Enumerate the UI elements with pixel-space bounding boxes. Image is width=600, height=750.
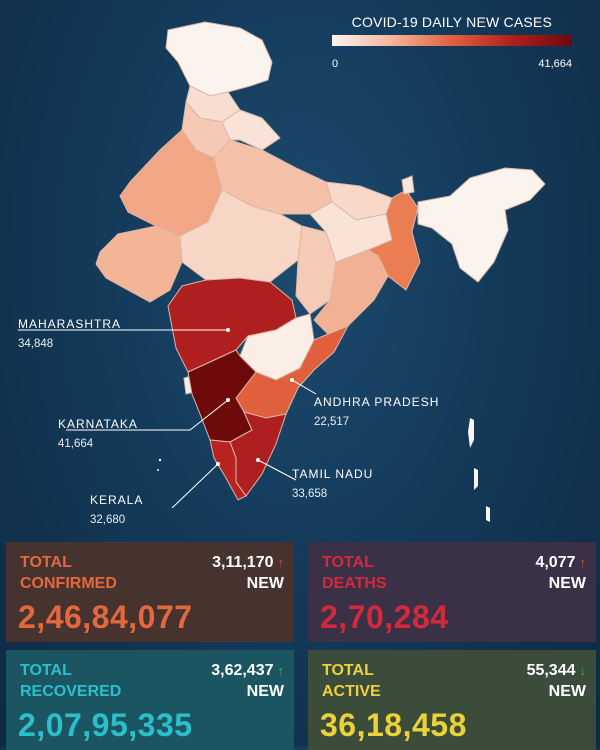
stat-panel-confirmed[interactable]: TOTAL CONFIRMED 3,11,170 ↑ NEW 2,46,84,07… bbox=[6, 542, 294, 642]
region-jammu-kashmir[interactable] bbox=[165, 21, 273, 97]
region-lakshadweep bbox=[158, 458, 162, 462]
stat-total: 2,07,95,335 bbox=[18, 707, 193, 743]
stat-panel-active[interactable]: TOTAL ACTIVE 55,344 ↓ NEW 36,18,458 bbox=[308, 650, 596, 750]
callout-value: 33,658 bbox=[292, 488, 328, 500]
stat-label-line1: TOTAL bbox=[322, 662, 374, 679]
stat-label: TOTAL CONFIRMED bbox=[20, 552, 160, 594]
stat-new: 4,077 ↑ NEW bbox=[535, 552, 586, 594]
callout-tamil-nadu: TAMIL NADU 33,658 bbox=[292, 464, 373, 504]
legend-title: COVID-19 DAILY NEW CASES bbox=[351, 14, 552, 30]
region-andaman-nicobar[interactable] bbox=[468, 418, 490, 522]
legend-color-scale bbox=[332, 35, 572, 46]
stat-total: 2,46,84,077 bbox=[18, 599, 193, 635]
region-northeast[interactable] bbox=[417, 167, 546, 283]
stat-label: TOTAL ACTIVE bbox=[322, 660, 462, 702]
dot-kerala bbox=[216, 462, 220, 466]
region-gujarat[interactable] bbox=[95, 225, 183, 303]
leader-tamil bbox=[257, 459, 297, 481]
callout-name: KARNATAKA bbox=[58, 417, 138, 431]
stat-label-line2: ACTIVE bbox=[322, 683, 381, 700]
leader-kerala bbox=[171, 463, 219, 509]
stat-new: 55,344 ↓ NEW bbox=[527, 660, 586, 702]
dot-tamil bbox=[256, 458, 260, 462]
dot-andhra bbox=[290, 378, 294, 382]
stat-new-value: 4,077 bbox=[535, 554, 576, 571]
stat-new-label: NEW bbox=[246, 683, 284, 700]
callout-leaders bbox=[18, 329, 317, 509]
stat-panel-recovered[interactable]: TOTAL RECOVERED 3,62,437 ↑ NEW 2,07,95,33… bbox=[6, 650, 294, 750]
callout-name: MAHARASHTRA bbox=[18, 317, 122, 331]
dot-karnataka bbox=[226, 398, 230, 402]
stat-label-line2: DEATHS bbox=[322, 575, 387, 592]
region-west-bengal[interactable] bbox=[366, 189, 421, 291]
stat-new: 3,62,437 ↑ NEW bbox=[211, 660, 284, 702]
stat-new: 3,11,170 ↑ NEW bbox=[212, 552, 284, 594]
callout-value: 22,517 bbox=[314, 416, 350, 428]
callout-name: KERALA bbox=[90, 493, 144, 507]
stat-new-label: NEW bbox=[246, 575, 284, 592]
region-lakshadweep-2 bbox=[157, 469, 159, 471]
stat-new-value: 3,62,437 bbox=[211, 662, 274, 679]
callout-dots bbox=[216, 328, 294, 466]
stat-label-line2: RECOVERED bbox=[20, 683, 122, 700]
callout-value: 32,680 bbox=[90, 514, 126, 526]
stat-new-value: 3,11,170 bbox=[212, 554, 274, 571]
stat-new-label: NEW bbox=[548, 683, 586, 700]
callout-value: 34,848 bbox=[18, 338, 54, 350]
callout-karnataka: KARNATAKA 41,664 bbox=[58, 414, 138, 454]
stat-new-value: 55,344 bbox=[526, 662, 576, 679]
leader-andhra bbox=[291, 379, 317, 395]
stat-new-label: NEW bbox=[548, 575, 586, 592]
dot-maharashtra bbox=[226, 328, 230, 332]
india-choropleth-map bbox=[18, 21, 546, 522]
callout-name: TAMIL NADU bbox=[292, 467, 374, 481]
stat-total: 2,70,284 bbox=[320, 599, 449, 635]
legend-max: 41,664 bbox=[538, 58, 572, 70]
stat-panel-deaths[interactable]: TOTAL DEATHS 4,077 ↑ NEW 2,70,284 bbox=[308, 542, 596, 642]
region-odisha[interactable] bbox=[313, 249, 389, 335]
region-sikkim[interactable] bbox=[401, 175, 415, 195]
callout-maharashtra: MAHARASHTRA 34,848 bbox=[18, 314, 121, 354]
stat-label-line1: TOTAL bbox=[20, 662, 72, 679]
region-uttarakhand[interactable] bbox=[221, 109, 281, 151]
callout-name: ANDHRA PRADESH bbox=[314, 395, 440, 409]
leader-karnataka bbox=[66, 399, 229, 431]
arrow-up-icon: ↑ bbox=[277, 663, 285, 678]
legend: COVID-19 DAILY NEW CASES 0 41,664 bbox=[332, 14, 572, 70]
stat-total: 36,18,458 bbox=[320, 707, 467, 743]
stat-label-line1: TOTAL bbox=[20, 554, 72, 571]
stat-label: TOTAL DEATHS bbox=[322, 552, 462, 594]
arrow-up-icon: ↑ bbox=[579, 555, 587, 570]
arrow-up-icon: ↑ bbox=[277, 555, 285, 570]
stat-label-line1: TOTAL bbox=[322, 554, 374, 571]
arrow-down-icon: ↓ bbox=[579, 663, 587, 678]
callout-value: 41,664 bbox=[58, 438, 94, 450]
callout-andhra-pradesh: ANDHRA PRADESH 22,517 bbox=[314, 392, 439, 432]
stat-label-line2: CONFIRMED bbox=[20, 575, 117, 592]
legend-min: 0 bbox=[332, 58, 339, 70]
stat-label: TOTAL RECOVERED bbox=[20, 660, 160, 702]
callout-kerala: KERALA 32,680 bbox=[90, 490, 143, 530]
